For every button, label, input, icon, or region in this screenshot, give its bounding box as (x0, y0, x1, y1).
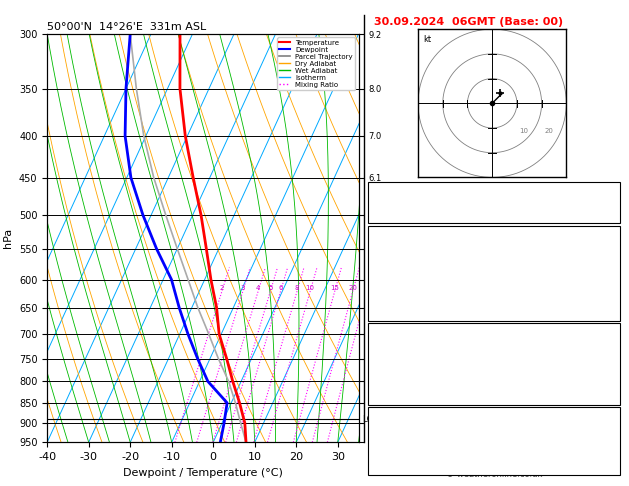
Text: 2: 2 (220, 285, 224, 291)
Text: 302°: 302° (589, 450, 615, 460)
X-axis label: Dewpoint / Temperature (°C): Dewpoint / Temperature (°C) (123, 468, 283, 478)
Text: StmDir: StmDir (373, 450, 409, 460)
Text: CIN (J): CIN (J) (373, 393, 405, 403)
Text: © weatheronline.co.uk: © weatheronline.co.uk (445, 469, 542, 479)
Text: CIN (J): CIN (J) (373, 309, 405, 319)
Text: 4: 4 (256, 285, 260, 291)
Text: 10: 10 (520, 128, 528, 134)
Text: 0: 0 (608, 380, 615, 389)
Text: 0: 0 (608, 295, 615, 305)
Text: 0: 0 (608, 309, 615, 319)
Text: 36: 36 (601, 198, 615, 208)
Text: Dewp (°C): Dewp (°C) (373, 255, 426, 264)
Text: 8: 8 (295, 285, 299, 291)
Text: 15: 15 (330, 285, 339, 291)
Text: θₑ (K): θₑ (K) (373, 352, 402, 362)
Text: 30.09.2024  06GMT (Base: 00): 30.09.2024 06GMT (Base: 00) (374, 17, 564, 27)
Text: θₑ(K): θₑ(K) (373, 268, 399, 278)
Text: LCL: LCL (362, 415, 377, 424)
Text: SREH: SREH (373, 436, 401, 446)
Text: 50°00'N  14°26'E  331m ASL: 50°00'N 14°26'E 331m ASL (47, 22, 206, 32)
Text: Hodograph: Hodograph (461, 409, 526, 419)
Text: 0: 0 (608, 393, 615, 403)
Text: 13: 13 (601, 282, 615, 292)
Y-axis label: km
ASL: km ASL (400, 238, 418, 260)
Text: Most Unstable: Most Unstable (452, 325, 536, 335)
Text: 3: 3 (240, 285, 245, 291)
Text: 5: 5 (608, 464, 615, 473)
Text: PW (cm): PW (cm) (373, 211, 416, 221)
Text: 294: 294 (594, 268, 615, 278)
Text: Lifted Index: Lifted Index (373, 282, 435, 292)
Y-axis label: hPa: hPa (3, 228, 13, 248)
Text: 10: 10 (306, 285, 314, 291)
Text: 7.9: 7.9 (598, 241, 615, 251)
Text: 1.7: 1.7 (598, 255, 615, 264)
Text: CAPE (J): CAPE (J) (373, 380, 415, 389)
Text: StmSpd (kt): StmSpd (kt) (373, 464, 435, 473)
Legend: Temperature, Dewpoint, Parcel Trajectory, Dry Adiabat, Wet Adiabat, Isotherm, Mi: Temperature, Dewpoint, Parcel Trajectory… (277, 37, 355, 90)
Text: 700: 700 (595, 339, 615, 348)
Text: Totals Totals: Totals Totals (373, 198, 436, 208)
Text: Surface: Surface (471, 227, 516, 237)
Text: Lifted Index: Lifted Index (373, 366, 435, 376)
Text: 10: 10 (601, 366, 615, 376)
Text: 0.96: 0.96 (591, 211, 615, 221)
Text: 25: 25 (363, 285, 372, 291)
Text: 20: 20 (544, 128, 553, 134)
Text: 6: 6 (279, 285, 283, 291)
Text: 20: 20 (348, 285, 357, 291)
Text: 299: 299 (594, 352, 615, 362)
Text: 5: 5 (268, 285, 272, 291)
Text: EH: EH (373, 423, 387, 433)
Text: Temp (°C): Temp (°C) (373, 241, 425, 251)
Text: Pressure (mb): Pressure (mb) (373, 339, 446, 348)
Text: kt: kt (423, 35, 431, 44)
Text: 36: 36 (601, 436, 615, 446)
Text: 29: 29 (601, 423, 615, 433)
Text: CAPE (J): CAPE (J) (373, 295, 415, 305)
Text: K: K (373, 184, 380, 194)
Text: -3: -3 (604, 184, 615, 194)
